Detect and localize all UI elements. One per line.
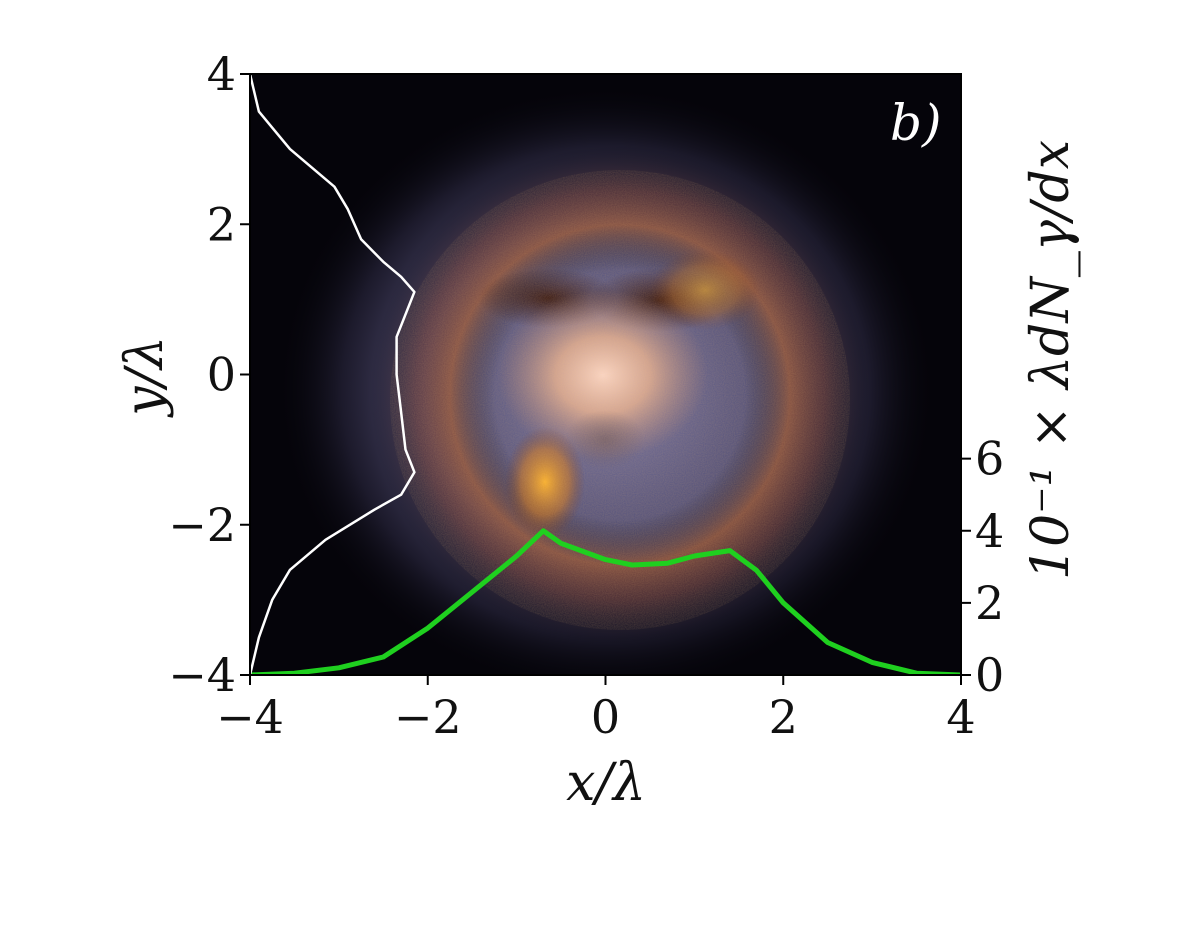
series-line-x-profile [250,528,961,675]
x-axis-ticks: −4 −2 0 2 4 [216,675,976,744]
right-tick-label: 4 [975,504,1004,558]
right-tick-label: 2 [975,576,1004,630]
y-tick-label: −2 [168,498,236,552]
x-tick-label: 4 [946,690,975,744]
x-tick-label: −2 [394,690,462,744]
heatmap-panel [250,74,961,675]
right-axis-label: 10⁻¹ × λdN_γ/dx [1021,140,1081,580]
y-tick-label: 4 [207,47,236,101]
panel-label: b) [890,94,942,152]
series-layer [250,74,961,675]
y-axis-ticks: −4 −2 0 2 4 [168,47,250,702]
x-axis-label: x/λ [566,753,646,813]
right-tick-label: 0 [975,648,1004,702]
y-tick-label: 0 [207,348,236,402]
y-axis-label: y/λ [115,336,175,418]
heatmap-grain [390,170,850,630]
right-tick-label: 6 [975,432,1004,486]
right-axis-ticks: 0 2 4 6 [961,432,1004,702]
x-tick-label: 2 [769,690,798,744]
series-line-y-profile [250,74,416,675]
x-tick-label: 0 [591,690,620,744]
y-tick-label: 2 [207,197,236,251]
x-tick-label: −4 [216,690,284,744]
y-tick-label: −4 [168,648,236,702]
